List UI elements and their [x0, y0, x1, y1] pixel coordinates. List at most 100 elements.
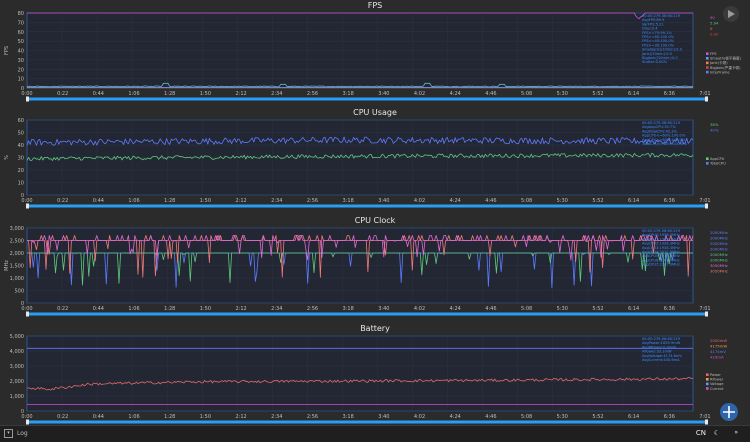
- chart-2-xtick-label: 4:46: [485, 306, 496, 312]
- chart-1-xtick-label: 0:44: [93, 198, 104, 204]
- chart-0-xtick-label: 2:56: [307, 91, 318, 97]
- chart-1-ytick-label: 50: [18, 131, 24, 137]
- chart-3-xtick-label: 2:12: [235, 414, 246, 420]
- more-icon[interactable]: »: [734, 429, 738, 436]
- chart-0-stat-line: 00:00:279-06:60:219: [642, 14, 681, 18]
- chart-0-xtick-label: 1:28: [164, 91, 175, 97]
- chart-2-ytick-label: 3,000: [10, 226, 24, 232]
- chart-1-ytick-label: 40: [18, 143, 24, 149]
- chart-2-right-value: 2000MHz: [710, 252, 728, 257]
- chart-3-legend-swatch: [706, 382, 709, 386]
- chart-0-legend-swatch: [706, 57, 709, 60]
- chart-3-legend-label: Voltage: [710, 382, 724, 386]
- chart-3-timeline-scrollbar[interactable]: [27, 420, 707, 424]
- chart-3-legend-swatch: [706, 373, 709, 376]
- chart-3-xtick-label: 0:22: [57, 414, 68, 420]
- chart-2-xtick-label: 0:44: [93, 306, 104, 312]
- chart-0-stat-line: Drop:0.4: [642, 27, 658, 31]
- chart-0-xtick-label: 3:40: [378, 91, 389, 97]
- chart-0-xtick-label: 7:01: [699, 91, 710, 97]
- chart-1-stat-line: AvgAppCPU:35.7%: [642, 125, 676, 129]
- chart-3-plot-area: [26, 335, 694, 412]
- chart-0-ytick-label: 10: [18, 77, 24, 83]
- chart-0-legend-swatch: [706, 61, 709, 65]
- chart-3-xtick-label: 5:08: [521, 414, 532, 420]
- chart-3-stat-line: 00:00:279-06:60:219: [642, 337, 681, 341]
- plus-icon[interactable]: [723, 406, 735, 418]
- chart-0-stat-line: Jank(/10min):0.0: [641, 52, 673, 56]
- chart-2-series-cpu4-5: [27, 252, 693, 286]
- chart-0-scroll-handle-left[interactable]: [26, 96, 29, 102]
- chart-1-xtick-label: 4:46: [485, 198, 496, 204]
- chart-0-ytick-label: 70: [18, 20, 24, 26]
- chart-1-xtick-label: 6:14: [628, 198, 639, 204]
- chart-1-legend-label: TotalCPU: [709, 162, 726, 166]
- chart-3-stat-line: AvgCurrent:440.6mA: [642, 358, 680, 362]
- chart-1-series-totalcpu: [26, 136, 694, 146]
- chart-3-ytick-label: 3,000: [10, 364, 24, 370]
- chart-2-timeline-scrollbar[interactable]: [27, 312, 707, 316]
- chart-3-ytick-label: 4,000: [10, 349, 24, 355]
- chart-2-scroll-handle-left[interactable]: [26, 311, 29, 317]
- chart-1-scroll-handle-right[interactable]: [705, 203, 708, 209]
- chart-0-ytick-label: 30: [18, 58, 24, 64]
- chart-0-timeline-scrollbar[interactable]: [27, 97, 707, 101]
- chart-1-xtick-label: 1:06: [128, 198, 139, 204]
- chart-3-stat-line: APower:33.1mW: [642, 350, 672, 354]
- chart-1-right-value: 38%: [710, 122, 719, 127]
- chart-3-xtick-label: 5:52: [592, 414, 603, 420]
- chart-2-xtick-label: 6:14: [628, 306, 639, 312]
- chart-2-xtick-label: 4:24: [450, 306, 461, 312]
- chart-0-title: FPS: [368, 1, 383, 10]
- chart-2-right-value: 2000MHz: [710, 258, 728, 263]
- chart-2-right-value: 2000MHz: [710, 236, 728, 241]
- chart-2-series-cpu7: [27, 235, 693, 261]
- chart-1-xtick-label: 6:36: [664, 198, 675, 204]
- chart-0-stat-line: AvgFPS:89.9: [642, 18, 665, 22]
- chart-0-legend-swatch: [706, 66, 709, 69]
- chart-2-ytick-label: 0: [21, 301, 24, 307]
- chart-3-legend-label: Power: [710, 373, 721, 377]
- chart-3-stat-line: AvgVoltage:4174.6mV: [642, 354, 682, 358]
- log-toggle[interactable]: ▾ Log: [4, 429, 28, 438]
- chart-3-stat-line: AvgPower:1839.9mW: [642, 341, 681, 345]
- chart-2-stat-line: AvgCPU7:2367.0MHz: [642, 263, 680, 267]
- chart-0-scroll-handle-right[interactable]: [705, 96, 708, 102]
- chart-1-legend-swatch: [706, 157, 709, 160]
- chart-0-stat-line: FPS>=60:100.0%: [642, 35, 675, 39]
- chart-3-legend-label: RPower: [710, 378, 724, 382]
- chart-3-xtick-label: 4:46: [485, 414, 496, 420]
- expand-log-icon[interactable]: ▾: [4, 429, 13, 438]
- chart-3-right-value: 429mA: [710, 355, 724, 360]
- chart-2-scroll-handle-right[interactable]: [705, 311, 708, 317]
- chart-3-right-value: 2000mW: [710, 338, 727, 343]
- chart-2-xtick-label: 6:36: [664, 306, 675, 312]
- charts-canvas: FPS 0 10 20 30 40 50 60 70 80 FPS 0:00 0:22 0:44 1:06 1…: [4, 1, 742, 425]
- chart-3-xtick-label: 4:02: [414, 414, 425, 420]
- chart-0-xtick-label: 4:24: [450, 91, 461, 97]
- chart-2-xtick-label: 7:01: [699, 306, 710, 312]
- chart-0-legend-swatch: [706, 52, 709, 55]
- chart-0-xtick-label: 5:52: [592, 91, 603, 97]
- chart-3-scroll-handle-right[interactable]: [705, 419, 708, 425]
- chart-0-series-smooth-: [26, 82, 694, 88]
- chart-2-stat-line: AvgCPU1:1938.3MHz: [642, 237, 680, 241]
- chart-2-xtick-label: 3:40: [378, 306, 389, 312]
- chart-3-legend-swatch: [706, 378, 709, 381]
- chart-2-ytick-label: 2,000: [10, 251, 24, 257]
- chart-2-right-value: 3050MHz: [710, 269, 728, 274]
- chart-3-xtick-label: 2:56: [307, 414, 318, 420]
- chart-3-scroll-handle-left[interactable]: [26, 419, 29, 425]
- chart-0-stat-line: SmallJank(/10min):0.0: [642, 48, 683, 52]
- play-icon[interactable]: [728, 10, 735, 18]
- chart-3-xtick-label: 0:00: [21, 414, 32, 420]
- chart-3-xtick-label: 1:28: [164, 414, 175, 420]
- theme-moon-icon[interactable]: ☾: [713, 429, 720, 437]
- chart-0-right-value: 0: [710, 26, 713, 31]
- chart-1-timeline-scrollbar[interactable]: [27, 204, 707, 208]
- chart-2-title: CPU Clock: [355, 216, 396, 225]
- language-toggle[interactable]: CN: [695, 429, 706, 437]
- chart-0-xtick-label: 3:18: [343, 91, 354, 97]
- chart-1-stat-line: AvgTotalCPU:42.3%: [642, 129, 678, 133]
- chart-1-scroll-handle-left[interactable]: [26, 203, 29, 209]
